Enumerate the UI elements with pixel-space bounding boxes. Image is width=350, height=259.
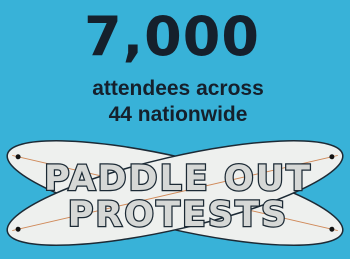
headline-line: attendees across xyxy=(92,77,264,100)
title-line: PADDLE OUT xyxy=(44,159,312,199)
page: 7,000 attendees across 44 nationwide PAD… xyxy=(0,0,350,259)
graphic: 7,000 attendees across 44 nationwide PAD… xyxy=(0,0,350,259)
headline-number: 7,000 xyxy=(84,5,260,68)
headline-line: 44 nationwide xyxy=(109,103,248,126)
title-line: PROTESTS xyxy=(68,195,288,235)
